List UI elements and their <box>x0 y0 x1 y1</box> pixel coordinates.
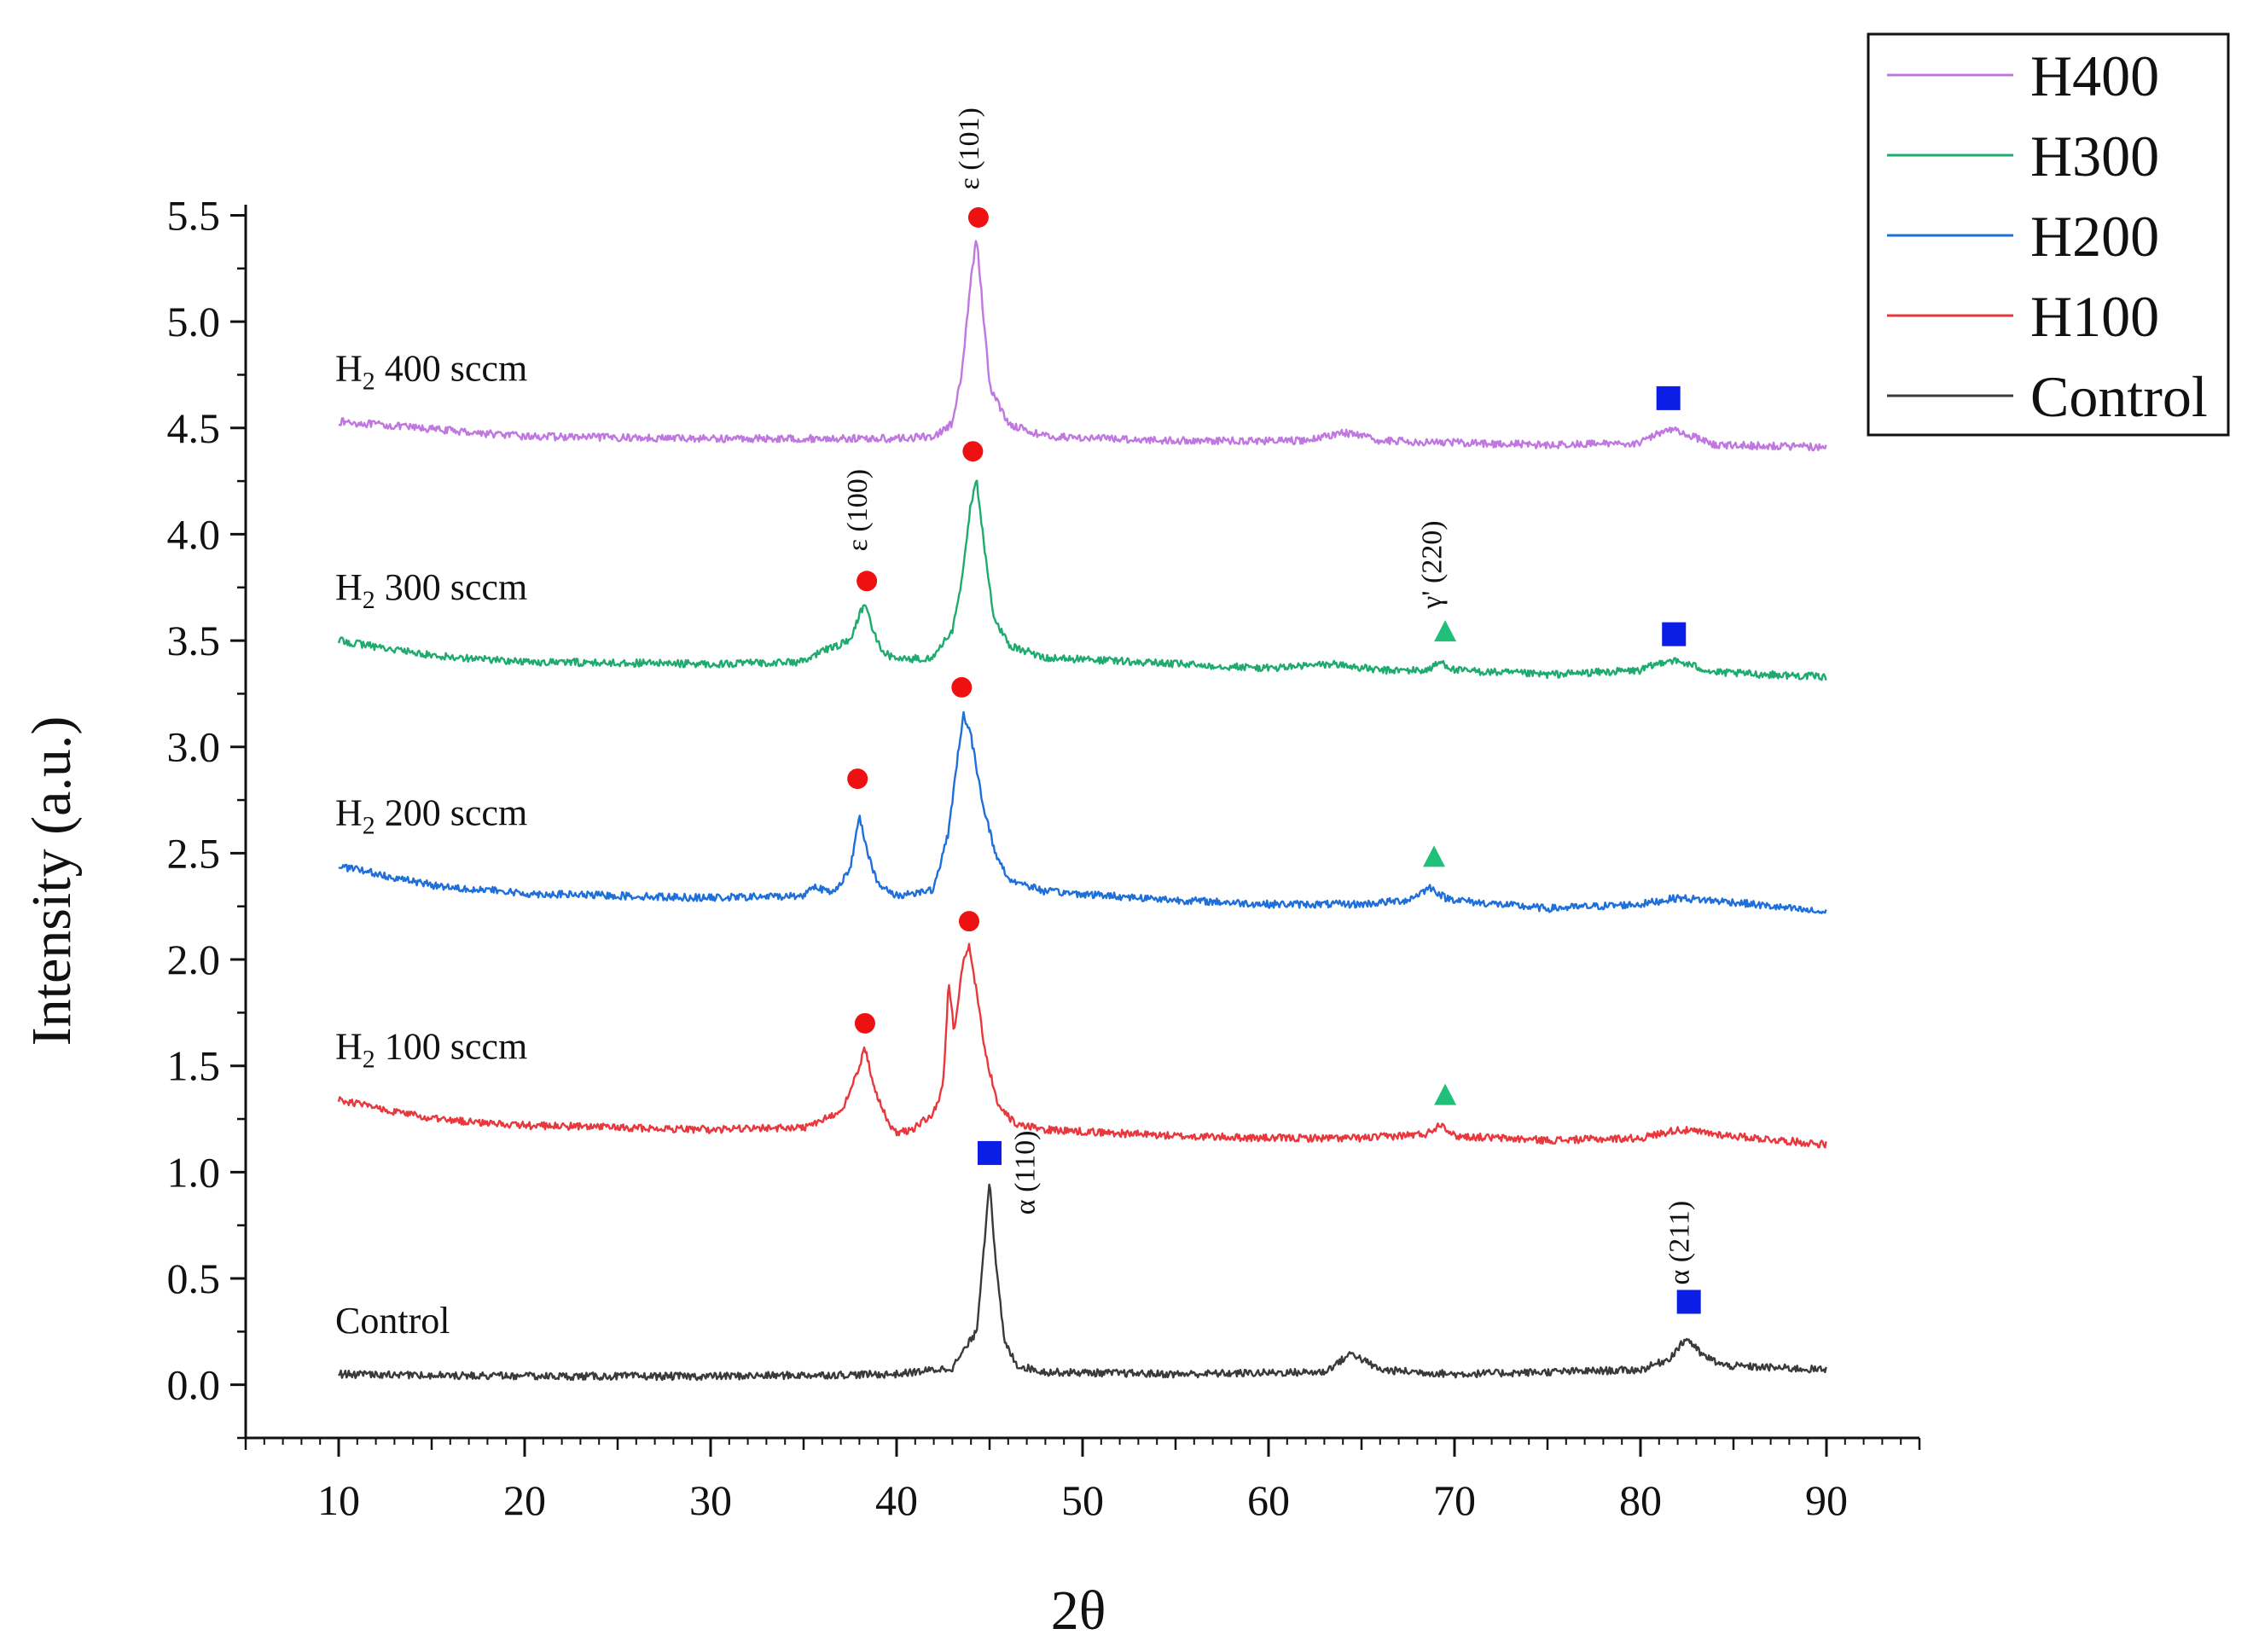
curve-label-h100: H2 100 sccm <box>335 1026 527 1074</box>
x-tick-label: 20 <box>503 1476 546 1524</box>
curve-label-h400: H2 400 sccm <box>335 347 527 395</box>
curve-label-h200: H2 200 sccm <box>335 791 527 839</box>
phase-marker-square <box>978 1140 1002 1165</box>
peak-annotation: ε (101) <box>954 107 985 189</box>
phase-marker-square <box>1656 385 1681 410</box>
peak-annotation: γ' (220) <box>1417 520 1449 609</box>
legend-label-h200: H200 <box>2030 204 2159 269</box>
phase-marker-triangle <box>1423 845 1446 867</box>
phase-marker-circle <box>967 206 989 228</box>
y-tick-label: 3.0 <box>167 723 221 771</box>
x-tick-label: 40 <box>875 1476 918 1524</box>
curve-layer <box>337 240 1827 1382</box>
y-tick-label: 5.0 <box>167 298 221 345</box>
axis-layer: 0.0 0.5 1.0 1.5 2.0 2.5 3.0 3.5 4.0 4.5 5.0 5.5 10 20… <box>20 191 1921 1642</box>
peak-annotation: α (110) <box>1009 1131 1041 1215</box>
y-tick-label: 0.5 <box>167 1255 221 1302</box>
y-tick-label: 2.0 <box>167 936 221 983</box>
x-tick-label: 90 <box>1805 1476 1848 1524</box>
legend-label-h300: H300 <box>2030 124 2159 188</box>
phase-marker-circle <box>854 1012 875 1034</box>
marker-layer <box>847 206 1701 1314</box>
y-tick-label: 2.5 <box>167 829 221 877</box>
x-tick-label: 30 <box>689 1476 732 1524</box>
x-axis-label: 2θ <box>1051 1580 1106 1642</box>
y-tick-label: 5.5 <box>167 191 221 239</box>
y-tick-label: 4.5 <box>167 404 221 452</box>
x-tick-label: 60 <box>1247 1476 1290 1524</box>
phase-marker-circle <box>959 911 980 932</box>
series-line-h200 <box>338 710 1827 914</box>
phase-marker-square <box>1676 1290 1701 1314</box>
phase-marker-circle <box>847 768 868 790</box>
x-tick-label: 70 <box>1433 1476 1476 1524</box>
phase-marker-square <box>1662 622 1687 646</box>
y-axis-label: Intensity (a.u.) <box>20 716 83 1046</box>
y-tick-label: 1.5 <box>167 1042 221 1090</box>
x-tick-label: 80 <box>1619 1476 1662 1524</box>
series-line-h400 <box>338 240 1827 452</box>
phase-marker-circle <box>962 441 984 462</box>
legend-label-h400: H400 <box>2030 43 2159 108</box>
phase-marker-triangle <box>1434 1083 1457 1105</box>
legend-label-control: Control <box>2030 364 2208 429</box>
y-tick-label: 0.0 <box>167 1361 221 1409</box>
label-layer: H2 400 sccm H2 300 sccm H2 200 sccm H2 100 … <box>335 107 1696 1342</box>
x-tick-label: 10 <box>317 1476 360 1524</box>
curve-label-control: Control <box>335 1300 450 1342</box>
x-tick-label: 50 <box>1061 1476 1104 1524</box>
legend-label-h100: H100 <box>2030 284 2159 349</box>
y-tick-label: 3.5 <box>167 617 221 664</box>
series-line-h100 <box>337 942 1827 1149</box>
curve-label-h300: H2 300 sccm <box>335 566 527 614</box>
y-tick-label: 4.0 <box>167 510 221 558</box>
series-line-control <box>338 1183 1827 1382</box>
y-tick-label: 1.0 <box>167 1148 221 1196</box>
phase-marker-circle <box>951 676 973 698</box>
phase-marker-circle <box>856 571 878 592</box>
peak-annotation: α (211) <box>1664 1201 1696 1285</box>
legend: H400 H300 H200 H100 Control <box>1867 32 2230 437</box>
phase-marker-triangle <box>1434 620 1457 642</box>
peak-annotation: ε (100) <box>842 469 874 551</box>
series-line-h300 <box>337 479 1827 681</box>
